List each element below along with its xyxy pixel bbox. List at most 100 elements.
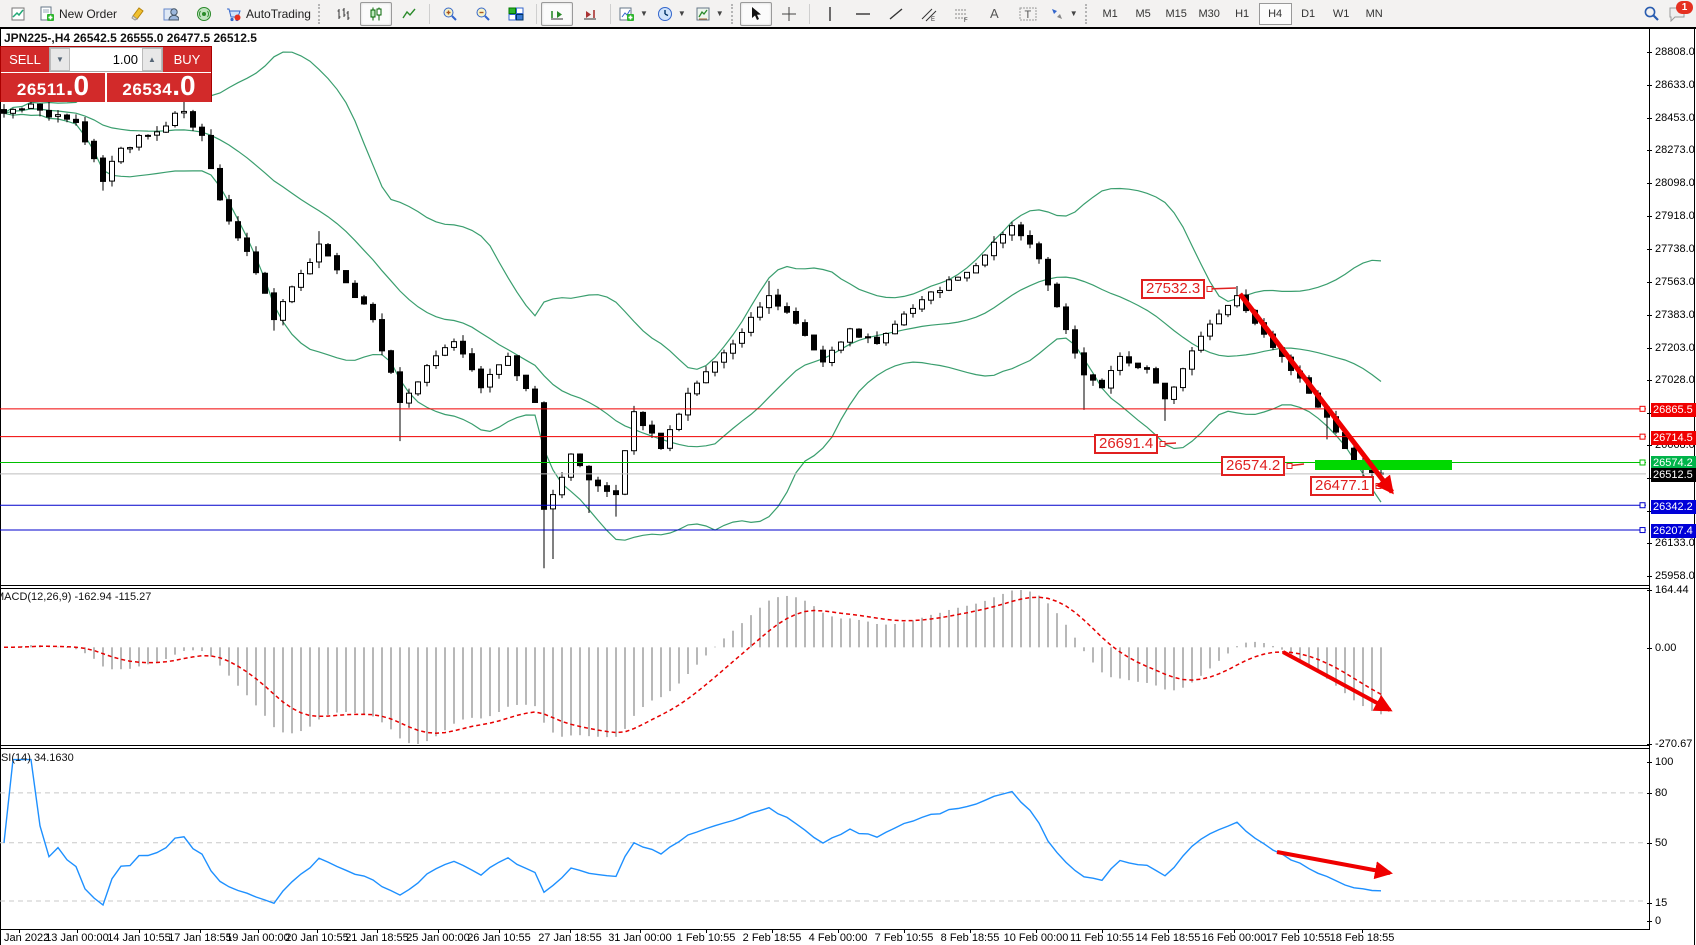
candle-body xyxy=(442,347,448,356)
candle-body xyxy=(667,429,673,449)
chevron-down-icon: ▼ xyxy=(639,9,648,18)
text-tool-icon[interactable]: A xyxy=(979,2,1011,26)
templates-button[interactable]: ▼ xyxy=(691,2,728,26)
y-tick-label: 27028.0 xyxy=(1655,374,1695,386)
notifications-button[interactable]: 1 xyxy=(1668,0,1693,22)
candle-body xyxy=(100,157,106,182)
timeframe-button-mn[interactable]: MN xyxy=(1365,7,1383,20)
macd-value-main: -162.94 xyxy=(74,591,112,603)
y-tick-label: 0 xyxy=(1655,915,1662,927)
pane-separator[interactable] xyxy=(0,588,1650,589)
x-tick xyxy=(499,929,500,933)
annotation-anchor[interactable] xyxy=(1206,286,1213,292)
search-icon[interactable] xyxy=(1643,5,1660,22)
account-icon[interactable] xyxy=(155,2,187,26)
pane-separator[interactable] xyxy=(0,585,1650,586)
x-tick xyxy=(1036,929,1037,933)
chart-window-icon[interactable] xyxy=(2,2,34,26)
trendline-tool-icon[interactable] xyxy=(880,2,912,26)
sell-button[interactable]: SELL xyxy=(1,47,49,72)
candlestick-chart-type-icon[interactable] xyxy=(359,1,392,26)
y-tick xyxy=(1647,85,1652,86)
price-badge: 26574.2 xyxy=(1651,456,1696,470)
timeframe-button-m30[interactable]: M30 xyxy=(1198,7,1220,20)
chart-shift-icon[interactable] xyxy=(574,2,606,26)
candle-body xyxy=(199,126,205,136)
market-watch-icon[interactable] xyxy=(122,2,154,26)
x-tick xyxy=(200,929,201,933)
candle-body xyxy=(280,301,286,321)
candle-body xyxy=(55,114,61,117)
volume-decrease-button[interactable]: ▼ xyxy=(50,48,70,71)
zoom-in-icon[interactable] xyxy=(434,2,466,26)
vertical-line-tool-icon[interactable] xyxy=(814,2,846,26)
toolbar-right: 1 xyxy=(1643,0,1693,22)
buy-price[interactable]: 26534 .0 xyxy=(107,70,211,102)
candle-body xyxy=(118,147,124,163)
arrows-tool-button[interactable]: ▼ xyxy=(1045,2,1082,26)
candle-body xyxy=(325,244,331,257)
support-zone[interactable] xyxy=(1315,460,1452,470)
y-tick xyxy=(1647,183,1652,184)
horizontal-line-tool-icon[interactable] xyxy=(847,2,879,26)
candle-body xyxy=(658,432,664,450)
candle-body xyxy=(694,382,700,395)
signals-icon[interactable] xyxy=(188,2,220,26)
annotation-anchor[interactable] xyxy=(1375,483,1382,489)
buy-price-int: 26534 xyxy=(122,80,173,99)
trend-arrow[interactable] xyxy=(1282,650,1393,712)
timeframe-button-m1[interactable]: M1 xyxy=(1102,7,1118,20)
autotrading-button[interactable]: AutoTrading xyxy=(221,2,315,26)
volume-increase-button[interactable]: ▲ xyxy=(142,48,162,71)
tile-windows-icon[interactable] xyxy=(500,2,532,26)
trend-arrow[interactable] xyxy=(1238,292,1394,495)
level-anchor[interactable] xyxy=(1639,405,1646,412)
periods-button[interactable]: ▼ xyxy=(653,2,690,26)
buy-button[interactable]: BUY xyxy=(163,47,211,72)
cursor-tool-icon[interactable] xyxy=(739,1,772,26)
x-tick-label: 11 Feb 10:55 xyxy=(1069,932,1135,944)
candle-body xyxy=(451,341,457,348)
new-order-button[interactable]: New Order xyxy=(35,2,121,26)
candle-body xyxy=(64,114,70,120)
candle-body xyxy=(226,199,232,222)
candle-body xyxy=(622,450,628,495)
x-tick xyxy=(438,929,439,933)
annotation-anchor[interactable] xyxy=(1286,463,1293,469)
candle-body xyxy=(433,355,439,367)
timeframe-button-w1[interactable]: W1 xyxy=(1332,7,1350,20)
timeframe-button-d1[interactable]: D1 xyxy=(1301,7,1316,20)
zoom-out-icon[interactable] xyxy=(467,2,499,26)
buy-price-dec: .0 xyxy=(172,70,196,101)
indicators-button[interactable]: ▼ xyxy=(615,2,652,26)
x-tick xyxy=(19,929,20,933)
level-anchor[interactable] xyxy=(1639,433,1646,440)
candle-body xyxy=(1081,352,1087,376)
candle-body xyxy=(1225,304,1231,316)
channel-tool-icon[interactable]: E xyxy=(913,2,945,26)
trend-arrow[interactable] xyxy=(1276,850,1393,880)
y-tick xyxy=(1647,543,1652,544)
auto-scroll-icon[interactable] xyxy=(540,1,573,26)
timeframe-button-m15[interactable]: M15 xyxy=(1165,7,1187,20)
volume-input[interactable] xyxy=(70,48,142,71)
timeframe-button-h1[interactable]: H1 xyxy=(1235,7,1250,20)
pane-separator[interactable] xyxy=(0,745,1650,746)
candle-body xyxy=(532,388,538,403)
level-anchor[interactable] xyxy=(1639,459,1646,466)
pane-separator[interactable] xyxy=(0,748,1650,749)
bar-chart-type-icon[interactable] xyxy=(327,2,359,26)
y-tick xyxy=(1647,793,1652,794)
annotation-anchor[interactable] xyxy=(1159,441,1166,447)
x-tick-label: 27 Jan 18:55 xyxy=(538,932,602,944)
sell-price[interactable]: 26511 .0 xyxy=(1,72,107,102)
level-anchor[interactable] xyxy=(1639,502,1646,509)
level-anchor[interactable] xyxy=(1639,527,1646,534)
timeframe-button-m5[interactable]: M5 xyxy=(1135,7,1151,20)
timeframe-button-h4[interactable]: H4 xyxy=(1258,2,1292,25)
fibonacci-tool-icon[interactable]: F xyxy=(946,2,978,26)
text-label-tool-icon[interactable]: T xyxy=(1012,2,1044,26)
crosshair-tool-icon[interactable] xyxy=(773,2,805,26)
line-chart-type-icon[interactable] xyxy=(393,2,425,26)
